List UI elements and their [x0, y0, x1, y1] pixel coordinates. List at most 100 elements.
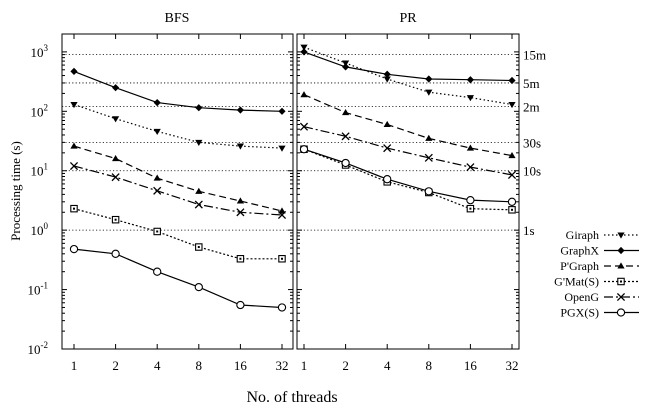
- bfs-series-openg-point: [236, 208, 245, 217]
- bfs-series-graphx-point: [112, 84, 120, 92]
- bfs-series-g-mat-s-point: [70, 204, 78, 213]
- legend-item-pgx-s: PGX(S): [560, 306, 639, 320]
- bfs-series-giraph-point: [236, 143, 244, 150]
- y-tick-label: 10-2: [28, 340, 49, 357]
- y-tick-label: 101: [31, 162, 49, 179]
- pr-series-p-graph-point: [383, 120, 391, 128]
- legend-marker: [617, 277, 625, 286]
- bfs-series-graphx-point: [195, 104, 203, 112]
- pr-series-g-mat-s-point: [466, 204, 475, 213]
- bfs-series-p-graph-point: [70, 142, 78, 149]
- legend-marker: [617, 246, 625, 255]
- panel-bfs: BFS: [61, 11, 294, 350]
- x-axis-tick-labels: 1 2 4 8 16 32 1 2 4 8 16 32: [71, 358, 519, 373]
- legend-marker: [617, 232, 625, 239]
- bfs-series-pgx-s-point: [194, 282, 203, 292]
- bfs-series-pgx-s-point: [236, 300, 245, 310]
- bfs-series-openg-point: [69, 161, 79, 171]
- legend-item-openg: OpenG: [564, 290, 639, 304]
- pr-series-pgx-s-point: [507, 197, 517, 206]
- y-axis-tick-labels: 10-2 10-1 100 101 102 103: [28, 43, 49, 357]
- x-axis-title: No. of threads: [246, 389, 337, 406]
- y-tick-label: 102: [31, 102, 49, 119]
- bfs-series-openg-line: [73, 165, 283, 216]
- bfs-series-p-graph-point: [195, 187, 203, 194]
- pr-series-openg-point: [341, 132, 350, 141]
- pr-series-giraph-point: [425, 89, 433, 96]
- x-tick-label: 1: [301, 358, 308, 373]
- panel-pr: PR: [296, 11, 520, 350]
- pr-series-openg-line: [303, 126, 513, 176]
- bfs-series-graphx-line: [73, 70, 283, 112]
- pr-series-openg-point: [507, 170, 517, 179]
- pr-series-p-graph-point: [508, 151, 516, 159]
- bfs-series-p-graph-line: [73, 145, 283, 212]
- legend-item-p-graph: P'Graph: [560, 259, 639, 273]
- panel-bfs-ticks: [62, 33, 293, 350]
- panel-bfs-series: [69, 67, 287, 312]
- x-tick-label: 32: [276, 358, 289, 373]
- pr-series-graphx-line: [303, 51, 513, 82]
- bfs-series-g-mat-s-point: [153, 227, 161, 236]
- pr-series-g-mat-s-line: [303, 148, 513, 211]
- pr-series-graphx-point: [383, 70, 391, 78]
- bfs-series-pgx-s-line: [73, 248, 283, 309]
- right-axis-label-1s: 1s: [523, 223, 535, 238]
- x-tick-label: 16: [464, 358, 478, 373]
- x-tick-label: 8: [426, 358, 433, 373]
- pr-series-p-graph-point: [342, 109, 350, 116]
- pr-series-pgx-s-point: [299, 145, 309, 154]
- legend-marker: [617, 262, 625, 269]
- x-tick-label: 16: [234, 358, 248, 373]
- pr-series-graphx-point: [342, 63, 350, 71]
- pr-series-giraph-point: [508, 102, 516, 109]
- right-axis-time-labels: 15m 5m 2m 30s 10s 1s: [523, 48, 546, 239]
- bfs-series-pgx-s-point: [111, 249, 120, 258]
- pr-series-p-graph-point: [466, 144, 474, 151]
- pr-series-p-graph-point: [300, 91, 308, 98]
- right-axis-label-30s: 30s: [523, 135, 541, 150]
- x-tick-label: 4: [384, 358, 391, 373]
- panel-pr-ticks: [297, 33, 519, 350]
- bfs-series-openg-point: [153, 186, 162, 195]
- x-tick-label: 2: [342, 358, 349, 373]
- bfs-series-openg-point: [194, 200, 203, 209]
- pr-series-graphx-point: [466, 76, 474, 84]
- legend-label: GraphX: [560, 244, 599, 258]
- bfs-series-g-mat-s-point: [278, 255, 286, 263]
- y-tick-label: 103: [31, 43, 49, 60]
- bfs-series-p-graph-point: [112, 155, 120, 162]
- panel-bfs-title: BFS: [165, 11, 190, 26]
- pr-series-p-graph-line: [303, 94, 513, 157]
- pr-series-pgx-s-point: [341, 158, 350, 168]
- x-tick-label: 1: [71, 358, 78, 373]
- bfs-series-pgx-s-point: [153, 267, 162, 276]
- legend-item-g-mat-s: G'Mat(S): [554, 275, 639, 289]
- bfs-series-p-graph-point: [153, 174, 161, 181]
- pr-series-pgx-s-point: [424, 187, 433, 196]
- pr-series-pgx-s-point: [383, 175, 392, 184]
- legend-marker: [616, 292, 626, 302]
- pr-series-openg-point: [299, 122, 309, 131]
- right-axis-label-2m: 2m: [523, 100, 540, 115]
- y-axis-title: Processing time (s): [8, 141, 23, 241]
- y-tick-label: 10-1: [28, 281, 49, 298]
- bfs-series-pgx-s-point: [277, 303, 287, 312]
- bfs-series-openg-point: [111, 173, 120, 182]
- bfs-series-giraph-line: [73, 103, 283, 149]
- bfs-series-g-mat-s-point: [111, 215, 120, 224]
- pr-series-openg-point: [424, 153, 433, 162]
- bfs-series-openg-point: [277, 210, 287, 220]
- legend-item-giraph: Giraph: [566, 228, 639, 242]
- pr-series-giraph-point: [383, 76, 391, 83]
- x-tick-label: 2: [112, 358, 119, 373]
- pr-series-pgx-s-line: [303, 148, 513, 203]
- bfs-series-p-graph-point: [236, 197, 244, 204]
- legend-marker: [616, 308, 626, 317]
- pr-series-openg-point: [383, 144, 392, 153]
- legend-label: OpenG: [564, 290, 599, 304]
- bfs-series-giraph-point: [112, 116, 120, 123]
- bfs-series-g-mat-s-line: [73, 208, 282, 260]
- bfs-series-pgx-s-point: [69, 244, 79, 254]
